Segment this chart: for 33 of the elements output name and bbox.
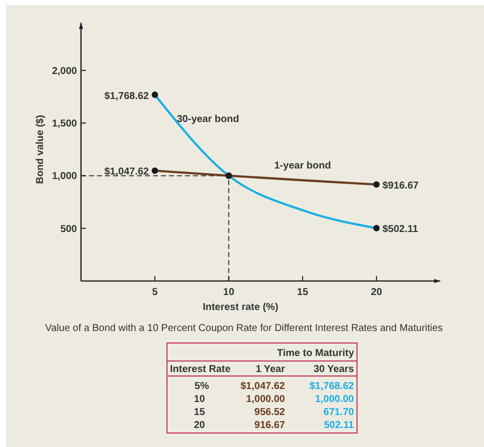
x-tick-label: 10 (223, 287, 235, 298)
data-label: $916.67 (382, 180, 420, 192)
text: 916.67 (254, 420, 286, 431)
data-label: $1,047.62 (104, 166, 150, 178)
text: 502.11 (324, 420, 354, 431)
y-tick-label: 500 (60, 224, 78, 235)
text: 15 (194, 407, 206, 418)
data-label: $502.11 (382, 224, 419, 236)
text: 1,000.00 (315, 394, 354, 405)
text: 30 Years (314, 364, 354, 375)
x-axis-title: Interest rate (%) (202, 302, 278, 313)
text: 1 Year (256, 364, 286, 375)
text: $1,047.62 (240, 381, 286, 392)
text: Time to Maturity (276, 348, 354, 359)
text: Value of a Bond with a 10 Percent Coupon Rate for Different Interest Rates and Maturities (45, 323, 443, 334)
text: 20 (194, 420, 206, 431)
text: 1,000.00 (246, 394, 286, 405)
text: Interest Rate (170, 364, 232, 375)
y-tick-label: 2,000 (52, 66, 78, 77)
series-label: 1-year bond (274, 160, 331, 172)
x-tick-label: 20 (370, 287, 382, 298)
text: 10 (194, 394, 206, 405)
text: 671.70 (323, 407, 354, 418)
x-tick-label: 5 (152, 287, 158, 298)
text: 956.52 (254, 407, 286, 418)
y-tick-label: 1,500 (52, 118, 78, 130)
data-label: $1,768.62 (104, 90, 150, 102)
y-axis-title: Bond value ($) (35, 114, 46, 184)
y-tick-label: 1,000 (52, 171, 78, 182)
text: 5% (194, 381, 210, 392)
text: $1,768.62 (310, 381, 354, 392)
x-tick-label: 15 (297, 287, 309, 298)
series-label: 30-year bond (176, 114, 240, 125)
